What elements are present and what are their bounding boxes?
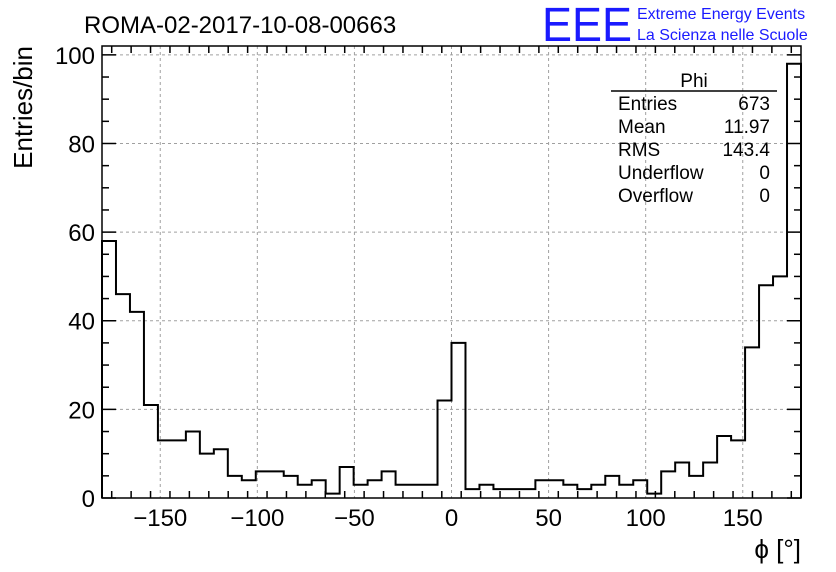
x-tick-label: −100 — [230, 505, 284, 532]
y-tick-label: 100 — [55, 43, 95, 70]
stats-value: 0 — [759, 163, 770, 184]
y-tick-label: 80 — [68, 131, 95, 158]
chart-title: ROMA-02-2017-10-08-00663 — [84, 12, 396, 39]
stats-title: Phi — [680, 71, 707, 92]
x-tick-labels: −150 −100 −50 0 50 100 150 — [133, 505, 763, 532]
grid-lines — [102, 46, 801, 498]
x-tick-label: 150 — [723, 505, 763, 532]
stats-label: Entries — [618, 94, 677, 115]
x-tick-label: 0 — [445, 505, 458, 532]
stats-label: Mean — [618, 117, 666, 138]
stats-label: Overflow — [618, 186, 693, 207]
y-axis-label: Entries/bin — [8, 46, 38, 169]
x-tick-label: −50 — [334, 505, 375, 532]
y-tick-labels: 0 20 40 60 80 100 — [55, 43, 95, 513]
x-axis-label: ϕ [°] — [754, 534, 801, 564]
axis-ticks — [102, 46, 801, 499]
eee-logo: EEE Extreme Energy Events La Scienza nel… — [542, 0, 808, 52]
x-tick-label: 50 — [535, 505, 562, 532]
stats-label: RMS — [618, 140, 660, 161]
y-tick-label: 40 — [68, 309, 95, 336]
y-tick-label: 60 — [68, 220, 95, 247]
logo-line1: Extreme Energy Events — [637, 6, 805, 23]
stats-box: Phi Entries 673 Mean 11.97 RMS 143.4 Underflow… — [611, 71, 777, 207]
plot-frame — [101, 45, 802, 499]
x-tick-label: 100 — [626, 505, 666, 532]
stats-value: 143.4 — [722, 140, 770, 161]
logo-line2: La Scienza nelle Scuole — [637, 27, 808, 44]
y-tick-label: 20 — [68, 397, 95, 424]
stats-value: 673 — [738, 94, 770, 115]
histogram-series — [101, 62, 802, 498]
stats-value: 0 — [759, 186, 770, 207]
logo-mark: EEE — [542, 0, 632, 52]
x-tick-label: −150 — [133, 505, 187, 532]
stats-value: 11.97 — [724, 117, 770, 138]
stats-label: Underflow — [618, 163, 704, 184]
y-tick-label: 0 — [82, 486, 95, 513]
